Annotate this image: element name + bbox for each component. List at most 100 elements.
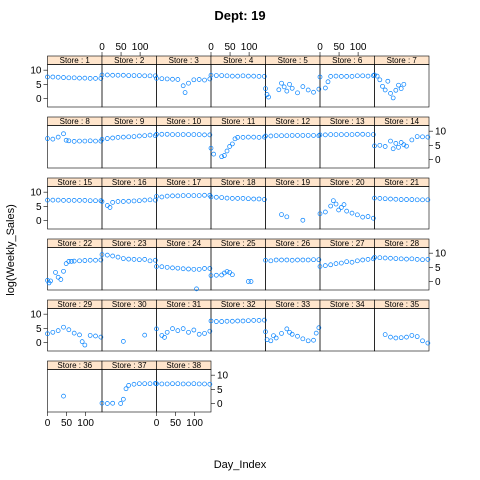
panel-frame [265, 64, 321, 108]
data-point [287, 329, 292, 335]
data-point [317, 132, 323, 138]
data-point [186, 329, 191, 335]
panel-frame [101, 64, 157, 108]
y-tick-label: 10 [30, 310, 42, 321]
panel-frame [47, 125, 103, 169]
data-point [191, 327, 197, 333]
data-point [196, 193, 202, 198]
panel-frame [101, 369, 157, 413]
data-point [196, 381, 202, 387]
data-point [219, 319, 225, 324]
data-point [211, 151, 217, 157]
data-point [82, 138, 88, 144]
y-tick-label: 10 [435, 249, 447, 260]
data-point [191, 266, 197, 272]
data-point [240, 73, 246, 79]
panel-frame [319, 186, 375, 230]
data-point [82, 75, 88, 81]
panel-store-14: Store : 14 0 5 10 [372, 116, 447, 169]
data-point [180, 381, 186, 387]
data-point [349, 259, 355, 265]
panel-frame [374, 64, 430, 108]
panel-strip-label: Store : 6 [332, 56, 363, 65]
data-point [398, 140, 404, 145]
panel-frame [47, 369, 103, 413]
data-point [374, 73, 380, 79]
data-point [77, 198, 82, 203]
data-point [333, 132, 339, 137]
panel-strip-label: Store : 8 [60, 117, 91, 126]
panel-store-16: Store : 16 [99, 177, 158, 230]
data-point [377, 196, 383, 201]
data-point [229, 272, 235, 278]
panel-strip-label: Store : 30 [112, 300, 147, 309]
data-point [71, 330, 77, 336]
data-point [377, 255, 383, 261]
data-point [295, 90, 300, 96]
data-point [110, 253, 116, 259]
data-point [371, 215, 376, 221]
data-point [355, 131, 360, 137]
data-point [262, 74, 267, 79]
panel-frame [156, 308, 212, 352]
data-point [262, 134, 267, 140]
data-point [175, 381, 181, 387]
data-point [404, 197, 409, 202]
panel-strip-label: Store : 3 [169, 56, 200, 65]
data-point [99, 252, 105, 257]
data-point [388, 138, 393, 144]
data-point [154, 381, 159, 387]
panel-store-2: Store : 2 0 50 100 [99, 42, 158, 108]
panel-strip-label: Store : 16 [112, 178, 147, 187]
data-point [104, 203, 110, 208]
panel-strip-label: Store : 27 [330, 239, 365, 248]
data-point [180, 326, 186, 331]
panel-frame [47, 64, 103, 108]
data-point [287, 81, 292, 87]
data-point [401, 81, 407, 87]
data-point [45, 197, 50, 203]
data-point [248, 279, 254, 284]
panel-store-21: Store : 21 [372, 177, 431, 230]
data-point [98, 198, 104, 204]
data-point [382, 196, 388, 202]
y-tick-label: 0 [36, 216, 42, 227]
data-point [235, 196, 241, 201]
data-point [61, 324, 66, 330]
data-point [338, 205, 344, 210]
data-point [99, 137, 105, 142]
data-point [224, 148, 230, 154]
data-point [196, 331, 202, 337]
data-point [377, 142, 383, 148]
panel-store-13: Store : 13 [317, 116, 376, 169]
data-point [414, 197, 420, 203]
panel-frame [156, 125, 212, 169]
data-point [227, 270, 233, 275]
data-point [305, 257, 311, 263]
panel-strip-label: Store : 14 [384, 117, 419, 126]
panel-strip-label: Store : 10 [166, 117, 201, 126]
y-tick-label: 0 [217, 399, 223, 410]
data-point [110, 200, 116, 205]
data-point [240, 318, 246, 324]
data-point [232, 136, 238, 142]
panel-strip-label: Store : 29 [57, 300, 92, 309]
data-point [420, 134, 425, 140]
data-point [77, 258, 82, 264]
data-point [284, 214, 290, 220]
data-point [268, 133, 274, 139]
data-point [328, 262, 334, 268]
data-point [110, 135, 116, 141]
data-point [175, 77, 181, 82]
data-point [273, 257, 279, 263]
data-point [115, 254, 121, 260]
data-point [317, 264, 323, 269]
data-point [175, 328, 181, 333]
data-point [202, 132, 207, 138]
panel-store-15: Store : 15 0 5 10 [30, 177, 104, 230]
data-point [365, 73, 371, 79]
data-point [82, 342, 88, 348]
data-point [333, 201, 339, 207]
x-tick-label: 0 [317, 42, 323, 53]
panel-store-24: Store : 24 [154, 238, 213, 292]
